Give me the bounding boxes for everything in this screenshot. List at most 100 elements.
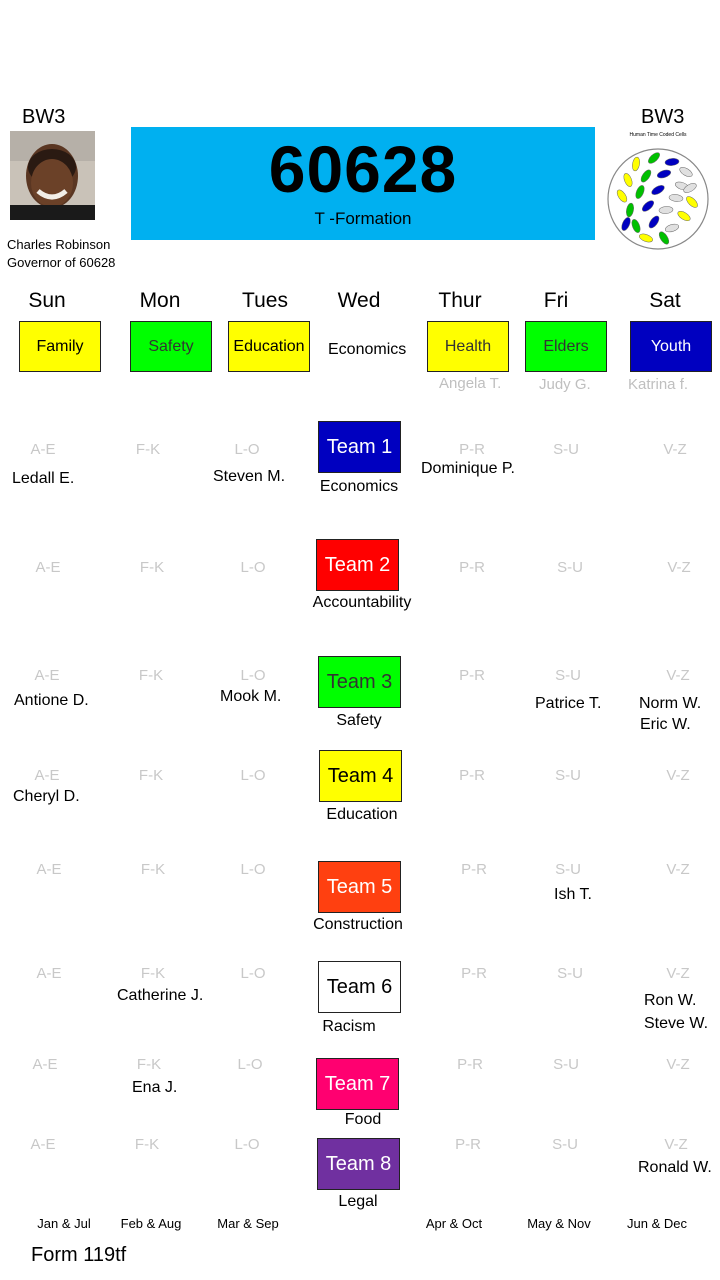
letter-range-l-o: L-O <box>237 1056 263 1073</box>
team-2-badge: Team 2 <box>316 539 399 591</box>
team-8-topic: Legal <box>338 1193 378 1210</box>
team-member: Catherine J. <box>117 987 204 1004</box>
letter-range-s-u: S-U <box>552 1136 578 1153</box>
day-header-sat: Sat <box>649 289 681 312</box>
team-member: Norm W. <box>639 695 702 712</box>
letter-range-s-u: S-U <box>557 559 583 576</box>
letter-range-v-z: V-Z <box>666 767 690 784</box>
letter-range-a-e: A-E <box>34 667 60 684</box>
letter-range-s-u: S-U <box>555 667 581 684</box>
cells-caption: Human Time Coded Cells <box>629 132 687 138</box>
team-member: Ledall E. <box>12 470 75 487</box>
letter-range-a-e: A-E <box>36 965 62 982</box>
team-member: Steven M. <box>213 468 286 485</box>
day-header-wed: Wed <box>337 289 381 312</box>
day-header-thur: Thur <box>438 289 482 312</box>
form-label: Form 119tf <box>31 1244 127 1266</box>
month-pair: May & Nov <box>527 1216 591 1231</box>
day-tag-health: Health <box>427 321 509 372</box>
day-tag-economics: Economics <box>328 341 407 358</box>
team-8-badge: Team 8 <box>317 1138 400 1190</box>
team-5-badge: Team 5 <box>318 861 401 913</box>
team-member: Dominique P. <box>421 460 515 477</box>
team-member: Ronald W. <box>638 1159 712 1176</box>
governor-title: Governor of 60628 <box>7 255 116 270</box>
letter-range-f-k: F-K <box>140 965 166 982</box>
letter-range-p-r: P-R <box>457 1056 483 1073</box>
day-header-mon: Mon <box>139 289 181 312</box>
letter-range-l-o: L-O <box>234 441 260 458</box>
letter-range-s-u: S-U <box>555 767 581 784</box>
month-pair: Mar & Sep <box>217 1216 279 1231</box>
month-pair: Apr & Oct <box>425 1216 483 1231</box>
team-3-badge: Team 3 <box>318 656 401 708</box>
month-pair: Jun & Dec <box>627 1216 687 1231</box>
team-3-topic: Safety <box>336 712 382 729</box>
team-member: Cheryl D. <box>13 788 80 805</box>
team-member: Ena J. <box>132 1079 178 1096</box>
team-1-badge: Team 1 <box>318 421 401 473</box>
letter-range-a-e: A-E <box>35 559 61 576</box>
team-member: Ron W. <box>644 992 697 1009</box>
letter-range-v-z: V-Z <box>666 667 690 684</box>
day-lead: Katrina f. <box>628 376 689 393</box>
letter-range-v-z: V-Z <box>663 441 687 458</box>
letter-range-s-u: S-U <box>553 441 579 458</box>
governor-name: Charles Robinson <box>7 237 111 252</box>
letter-range-l-o: L-O <box>240 861 266 878</box>
team-5-topic: Construction <box>313 916 403 933</box>
letter-range-s-u: S-U <box>555 861 581 878</box>
zip-code: 60628 <box>268 132 458 206</box>
day-tag-youth: Youth <box>630 321 712 372</box>
team-member: Antione D. <box>14 692 89 709</box>
team-6-topic: Racism <box>322 1018 376 1035</box>
team-2-topic: Accountability <box>312 594 412 611</box>
letter-range-v-z: V-Z <box>667 559 691 576</box>
day-tag-elders: Elders <box>525 321 607 372</box>
left-bw3-label: BW3 <box>22 106 66 128</box>
letter-range-p-r: P-R <box>459 441 485 458</box>
time-coded-cells-graphic <box>606 144 710 254</box>
letter-range-v-z: V-Z <box>666 861 690 878</box>
letter-range-a-e: A-E <box>32 1056 58 1073</box>
letter-range-l-o: L-O <box>240 767 266 784</box>
team-member: Ish T. <box>554 886 592 903</box>
team-member: Steve W. <box>644 1015 709 1032</box>
letter-range-p-r: P-R <box>459 767 485 784</box>
day-header-fri: Fri <box>543 289 569 312</box>
letter-range-p-r: P-R <box>461 965 487 982</box>
letter-range-f-k: F-K <box>138 667 164 684</box>
day-tag-family: Family <box>19 321 101 372</box>
day-tag-education: Education <box>228 321 310 372</box>
letter-range-a-e: A-E <box>30 1136 56 1153</box>
letter-range-v-z: V-Z <box>666 965 690 982</box>
team-7-badge: Team 7 <box>316 1058 399 1110</box>
letter-range-a-e: A-E <box>34 767 60 784</box>
letter-range-l-o: L-O <box>240 667 266 684</box>
day-tag-safety: Safety <box>130 321 212 372</box>
day-lead: Angela T. <box>439 375 502 392</box>
letter-range-l-o: L-O <box>240 965 266 982</box>
letter-range-f-k: F-K <box>136 1056 162 1073</box>
month-pair: Feb & Aug <box>120 1216 182 1231</box>
letter-range-p-r: P-R <box>461 861 487 878</box>
team-4-topic: Education <box>326 806 398 823</box>
right-bw3-label: BW3 <box>641 106 685 128</box>
letter-range-v-z: V-Z <box>666 1056 690 1073</box>
letter-range-f-k: F-K <box>138 767 164 784</box>
letter-range-p-r: P-R <box>455 1136 481 1153</box>
letter-range-p-r: P-R <box>459 559 485 576</box>
month-pair: Jan & Jul <box>37 1216 91 1231</box>
letter-range-v-z: V-Z <box>664 1136 688 1153</box>
formation-subtitle: T -Formation <box>314 209 412 228</box>
zip-banner: 60628 T -Formation <box>131 127 595 240</box>
letter-range-s-u: S-U <box>553 1056 579 1073</box>
team-7-topic: Food <box>344 1111 382 1128</box>
letter-range-f-k: F-K <box>139 559 165 576</box>
team-4-badge: Team 4 <box>319 750 402 802</box>
governor-photo <box>10 131 95 220</box>
day-header-tues: Tues <box>242 289 288 312</box>
team-member: Eric W. <box>640 716 691 733</box>
team-6-badge: Team 6 <box>318 961 401 1013</box>
team-member: Patrice T. <box>535 695 602 712</box>
